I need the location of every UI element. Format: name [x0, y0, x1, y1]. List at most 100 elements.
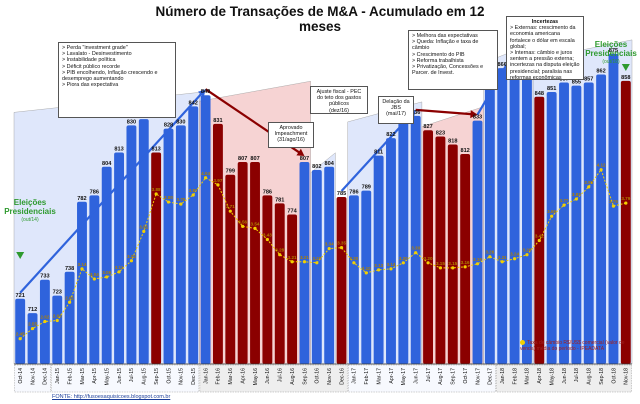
- fx-point: [401, 261, 405, 265]
- crisis-line: > Lavalato - Desinvestimento: [62, 51, 132, 58]
- fx-point: [451, 266, 455, 270]
- bar-label: 851: [547, 86, 556, 92]
- bar-label: 822: [386, 132, 395, 138]
- bar: [509, 57, 520, 365]
- bar-label: 786: [263, 189, 272, 195]
- x-tick-label: Jan-17: [352, 368, 358, 384]
- bar: [423, 130, 434, 364]
- fx-label: 3.13: [374, 263, 383, 268]
- trend-arrow: [415, 108, 473, 116]
- fx-label: 3.83: [572, 192, 581, 197]
- fx-label: 3.04: [90, 272, 99, 277]
- bar-label: 807: [300, 156, 309, 162]
- crisis-line: > Instabilidade política: [62, 57, 116, 64]
- x-tick-label: Apr-18: [537, 368, 543, 384]
- fx-point: [364, 271, 368, 275]
- fx-label: 3.78: [176, 197, 185, 202]
- incertezas-heading: Incertezas: [531, 19, 559, 25]
- eleicoes-right-title: Eleições Presidenciais: [585, 40, 637, 58]
- x-tick-label: Jul-15: [129, 368, 135, 382]
- fx-point: [142, 229, 146, 234]
- fx-point: [488, 255, 492, 259]
- bar-label: 848: [535, 91, 544, 97]
- bar-label: 842: [189, 100, 198, 106]
- fx-label: 3.28: [522, 248, 531, 253]
- green-marker-left: [16, 252, 25, 259]
- x-tick-label: Jun-17: [414, 368, 420, 384]
- bar-label: 807: [250, 156, 259, 162]
- fx-label: 3.21: [300, 255, 309, 260]
- bar-label: 786: [90, 189, 99, 195]
- fx-label: 3.15: [448, 261, 457, 266]
- fx-label: 2.81: [65, 295, 74, 300]
- fx-line: [19, 168, 626, 340]
- bar: [596, 74, 607, 365]
- eleicoes-left-sub: (out/14): [21, 217, 39, 223]
- fx-label: 3.19: [473, 257, 482, 262]
- fx-label: 3.20: [424, 256, 433, 261]
- bar-label: 807: [238, 156, 247, 162]
- fx-label: 3.77: [560, 198, 569, 203]
- fx-point: [414, 251, 418, 255]
- incertezas-line: > Externas: crescimento da economia amer…: [510, 25, 576, 50]
- fx-label: 3.21: [498, 255, 507, 260]
- fx-label: 3.16: [461, 260, 470, 265]
- x-tick-label: May-16: [253, 368, 259, 385]
- fx-point: [587, 185, 591, 189]
- bar-label: 712: [28, 307, 37, 313]
- bar-label: 855: [572, 80, 581, 86]
- fx-label: 3.34: [325, 242, 334, 247]
- bar-label: 813: [151, 146, 160, 152]
- source-link[interactable]: FONTE: http://fusoesaquisicoes.blogspot.…: [52, 394, 171, 400]
- bar-label: 827: [423, 124, 432, 130]
- bar: [27, 313, 38, 364]
- bar: [608, 53, 619, 364]
- fx-label: 2.63: [53, 313, 62, 318]
- bar: [311, 169, 322, 364]
- x-tick-label: Dec-14: [43, 368, 49, 385]
- bar: [534, 96, 545, 365]
- fx-point: [92, 277, 96, 281]
- chart-title: Número de Transações de M&A - Acumulado …: [155, 4, 485, 34]
- bar: [151, 152, 162, 364]
- bar: [386, 138, 396, 364]
- expectativas-line: > Crescimento do PIB: [412, 51, 465, 58]
- fx-point: [339, 246, 344, 250]
- bar-label: 857: [584, 76, 593, 82]
- bar: [77, 201, 87, 364]
- x-tick-label: Mar-15: [80, 368, 86, 385]
- x-tick-label: Mar-18: [525, 368, 531, 385]
- annotation-expectativas: > Melhora das expectativas > Queda: Infl…: [408, 30, 498, 90]
- x-axis-year-group: [496, 364, 632, 393]
- trend-arrow-head: [470, 110, 478, 119]
- trend-arrow-head: [296, 148, 305, 157]
- bar: [447, 144, 458, 364]
- bar: [324, 166, 335, 364]
- x-axis-year-group: [51, 364, 200, 393]
- bar-label: 733: [40, 274, 49, 280]
- annotation-crisis: > Perda "investment grade" > Lavalato - …: [58, 42, 176, 118]
- fx-point: [574, 197, 578, 201]
- fx-point: [154, 192, 158, 196]
- bar-label: 738: [65, 266, 74, 272]
- fx-point: [611, 204, 616, 208]
- fx-point: [80, 267, 84, 271]
- x-tick-label: Oct-15: [166, 368, 172, 384]
- fx-label: 3.43: [263, 233, 272, 238]
- bar: [460, 154, 471, 364]
- bar-label: 786: [349, 189, 358, 195]
- incertezas-line: > Internas: câmbio e juros sentem a pres…: [510, 50, 580, 80]
- x-tick-label: Sep-18: [599, 368, 605, 385]
- bar: [200, 95, 211, 364]
- callout-arrows: [16, 64, 630, 259]
- bar: [484, 84, 495, 365]
- fx-label: 3.21: [288, 255, 297, 260]
- fx-point: [475, 262, 480, 266]
- fx-point: [290, 260, 294, 264]
- fx-label: 3.26: [485, 250, 494, 255]
- x-tick-label: Oct-17: [463, 368, 469, 384]
- bar-label: 858: [621, 75, 630, 81]
- eleicoes-left-title: Eleições Presidenciais: [4, 198, 56, 216]
- bar: [571, 85, 582, 365]
- green-marker-right: [621, 64, 630, 71]
